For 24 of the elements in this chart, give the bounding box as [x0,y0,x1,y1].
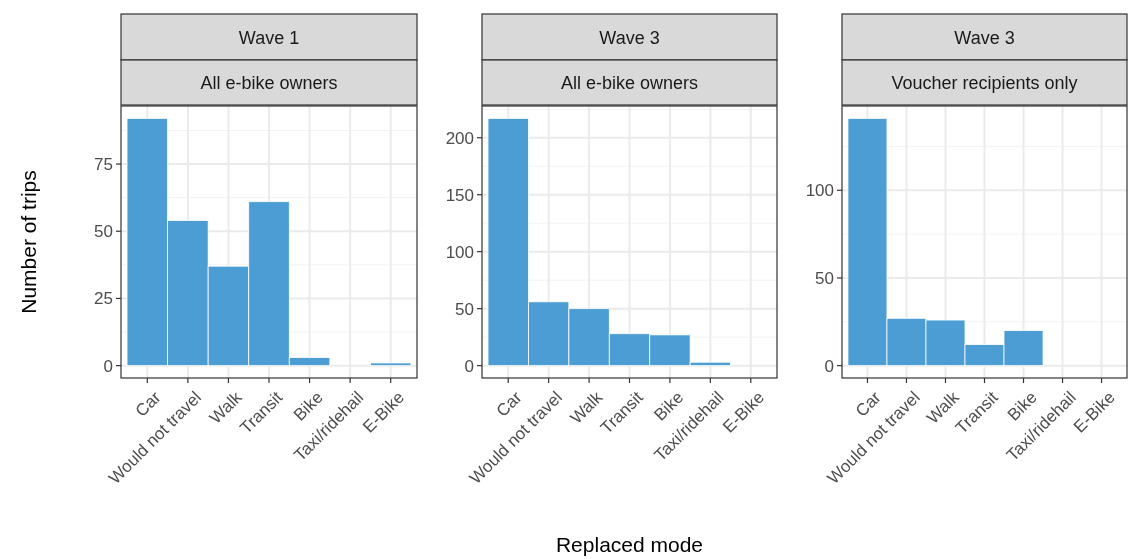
y-axis-title: Number of trips [17,170,40,314]
y-tick-label: 0 [824,356,834,376]
y-tick-label: 50 [455,299,474,319]
chart-title: Wave 3 [599,28,660,48]
y-tick-label: 0 [464,356,474,376]
x-tick-label: Car [492,387,526,421]
chart-title: Wave 3 [954,28,1015,48]
y-tick-label: 75 [94,155,113,175]
y-tick-label: 0 [103,356,113,376]
y-tick-label: 50 [815,268,834,288]
chart-subtitle: Voucher recipients only [891,73,1078,93]
y-tick-label: 150 [445,185,474,205]
chart-subtitle: All e-bike owners [200,73,338,93]
y-tick-label: 200 [445,128,474,148]
y-tick-label: 50 [94,222,113,242]
x-tick-label: Car [851,387,885,421]
bar [370,362,412,367]
y-tick-label: 25 [94,289,113,309]
y-tick-label: 100 [445,242,474,262]
chart-title: Wave 1 [238,28,300,48]
y-tick-label: 100 [805,181,834,201]
chart-subtitle: All e-bike owners [560,73,699,93]
x-tick-label: Car [131,387,165,421]
x-axis-title: Replaced mode [555,533,704,556]
